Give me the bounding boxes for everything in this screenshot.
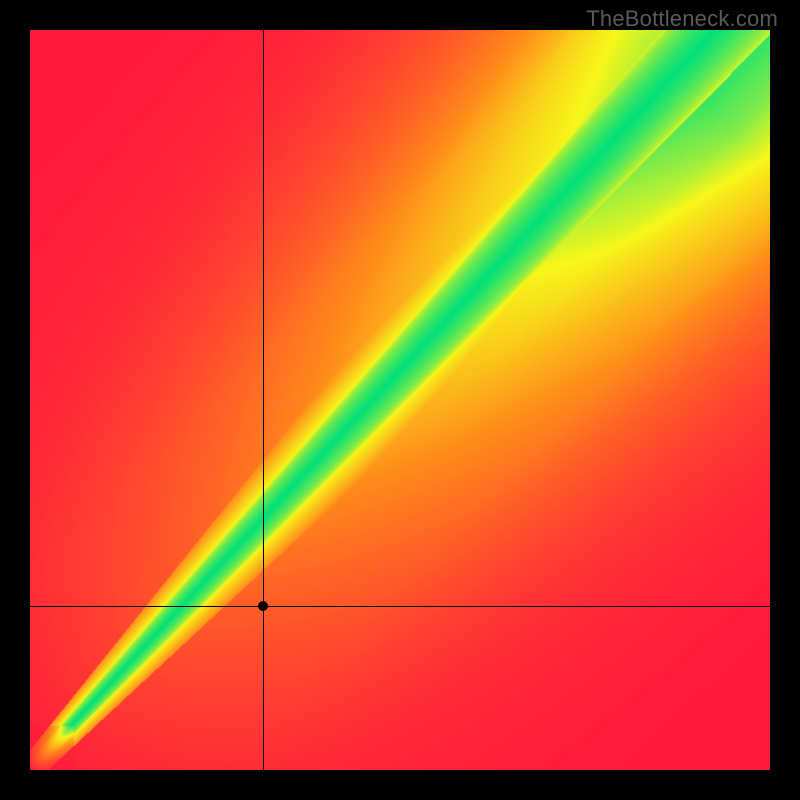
heatmap-stage: TheBottleneck.com bbox=[0, 0, 800, 800]
watermark-text: TheBottleneck.com bbox=[586, 6, 778, 32]
crosshair-horizontal bbox=[30, 606, 770, 607]
crosshair-point bbox=[258, 601, 268, 611]
heatmap-canvas bbox=[30, 30, 770, 770]
crosshair-vertical bbox=[263, 30, 264, 770]
